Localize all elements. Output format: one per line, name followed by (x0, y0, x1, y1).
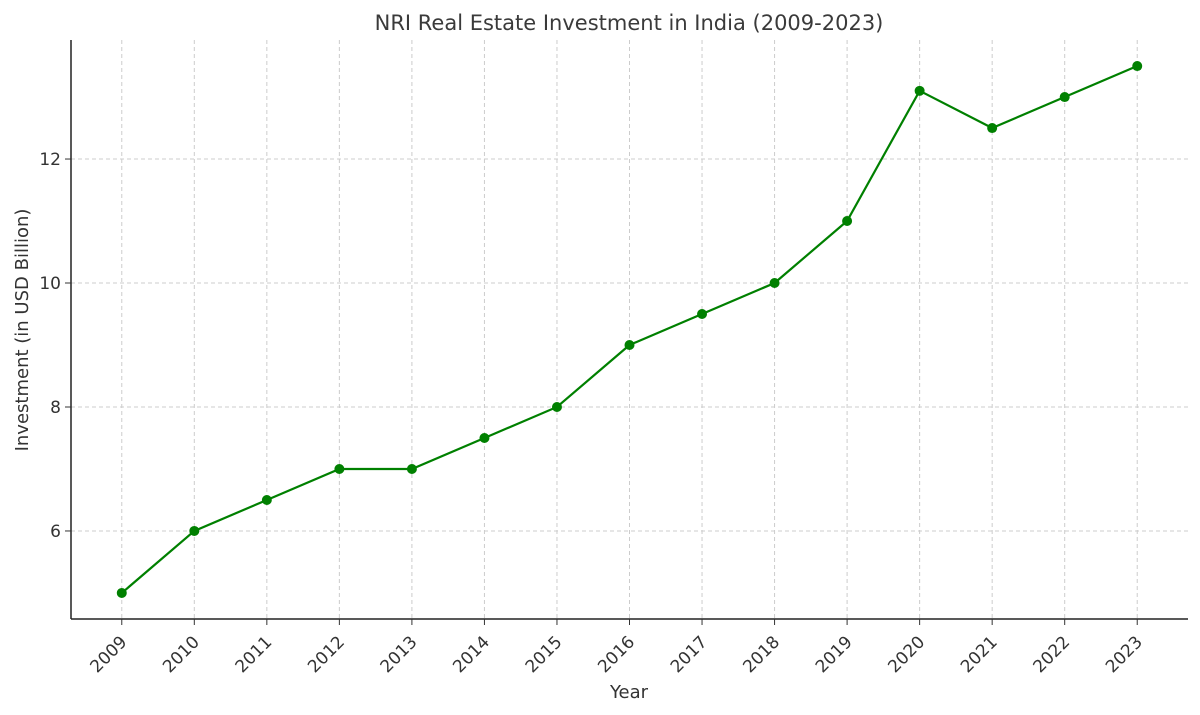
data-point (769, 278, 780, 289)
x-tick-label: 2019 (812, 632, 857, 677)
data-point (1132, 61, 1143, 72)
y-axis-ticks: 6 8 10 12 (39, 150, 71, 542)
x-tick-label: 2015 (522, 632, 567, 677)
x-tick-label: 2022 (1029, 632, 1074, 677)
x-tick-label: 2023 (1102, 632, 1147, 677)
y-tick-label: 8 (50, 398, 61, 418)
x-tick-label: 2011 (232, 632, 277, 677)
data-point (334, 463, 345, 474)
x-axis-title: Year (609, 682, 649, 703)
x-tick-label: 2016 (594, 632, 639, 677)
data-point (987, 123, 998, 134)
data-point (189, 525, 200, 536)
x-tick-label: 2021 (957, 632, 1002, 677)
x-tick-label: 2010 (159, 632, 204, 677)
data-point (624, 339, 635, 350)
data-point (116, 587, 127, 598)
x-tick-label: 2009 (87, 632, 132, 677)
x-tick-label: 2017 (667, 632, 712, 677)
grid (71, 40, 1188, 619)
data-point (261, 494, 272, 505)
series-group (116, 61, 1143, 598)
x-tick-label: 2020 (884, 632, 929, 677)
data-point (406, 463, 417, 474)
y-axis-title: Investment (in USD Billion) (12, 209, 33, 452)
y-tick-label: 6 (50, 522, 61, 542)
y-tick-label: 12 (39, 150, 61, 170)
x-tick-label: 2013 (377, 632, 422, 677)
y-tick-label: 10 (39, 274, 61, 294)
chart-title: NRI Real Estate Investment in India (200… (375, 11, 884, 35)
data-point (697, 309, 708, 320)
data-point (551, 401, 562, 412)
x-tick-label: 2012 (304, 632, 349, 677)
data-point (1059, 92, 1070, 103)
data-point (479, 432, 490, 443)
data-point (842, 216, 853, 227)
x-tick-label: 2014 (449, 632, 494, 677)
x-axis-ticks: 2009 2010 2011 2012 2013 2014 2015 2016 2017 2018… (87, 619, 1147, 677)
data-point (914, 85, 925, 96)
x-tick-label: 2018 (739, 632, 784, 677)
